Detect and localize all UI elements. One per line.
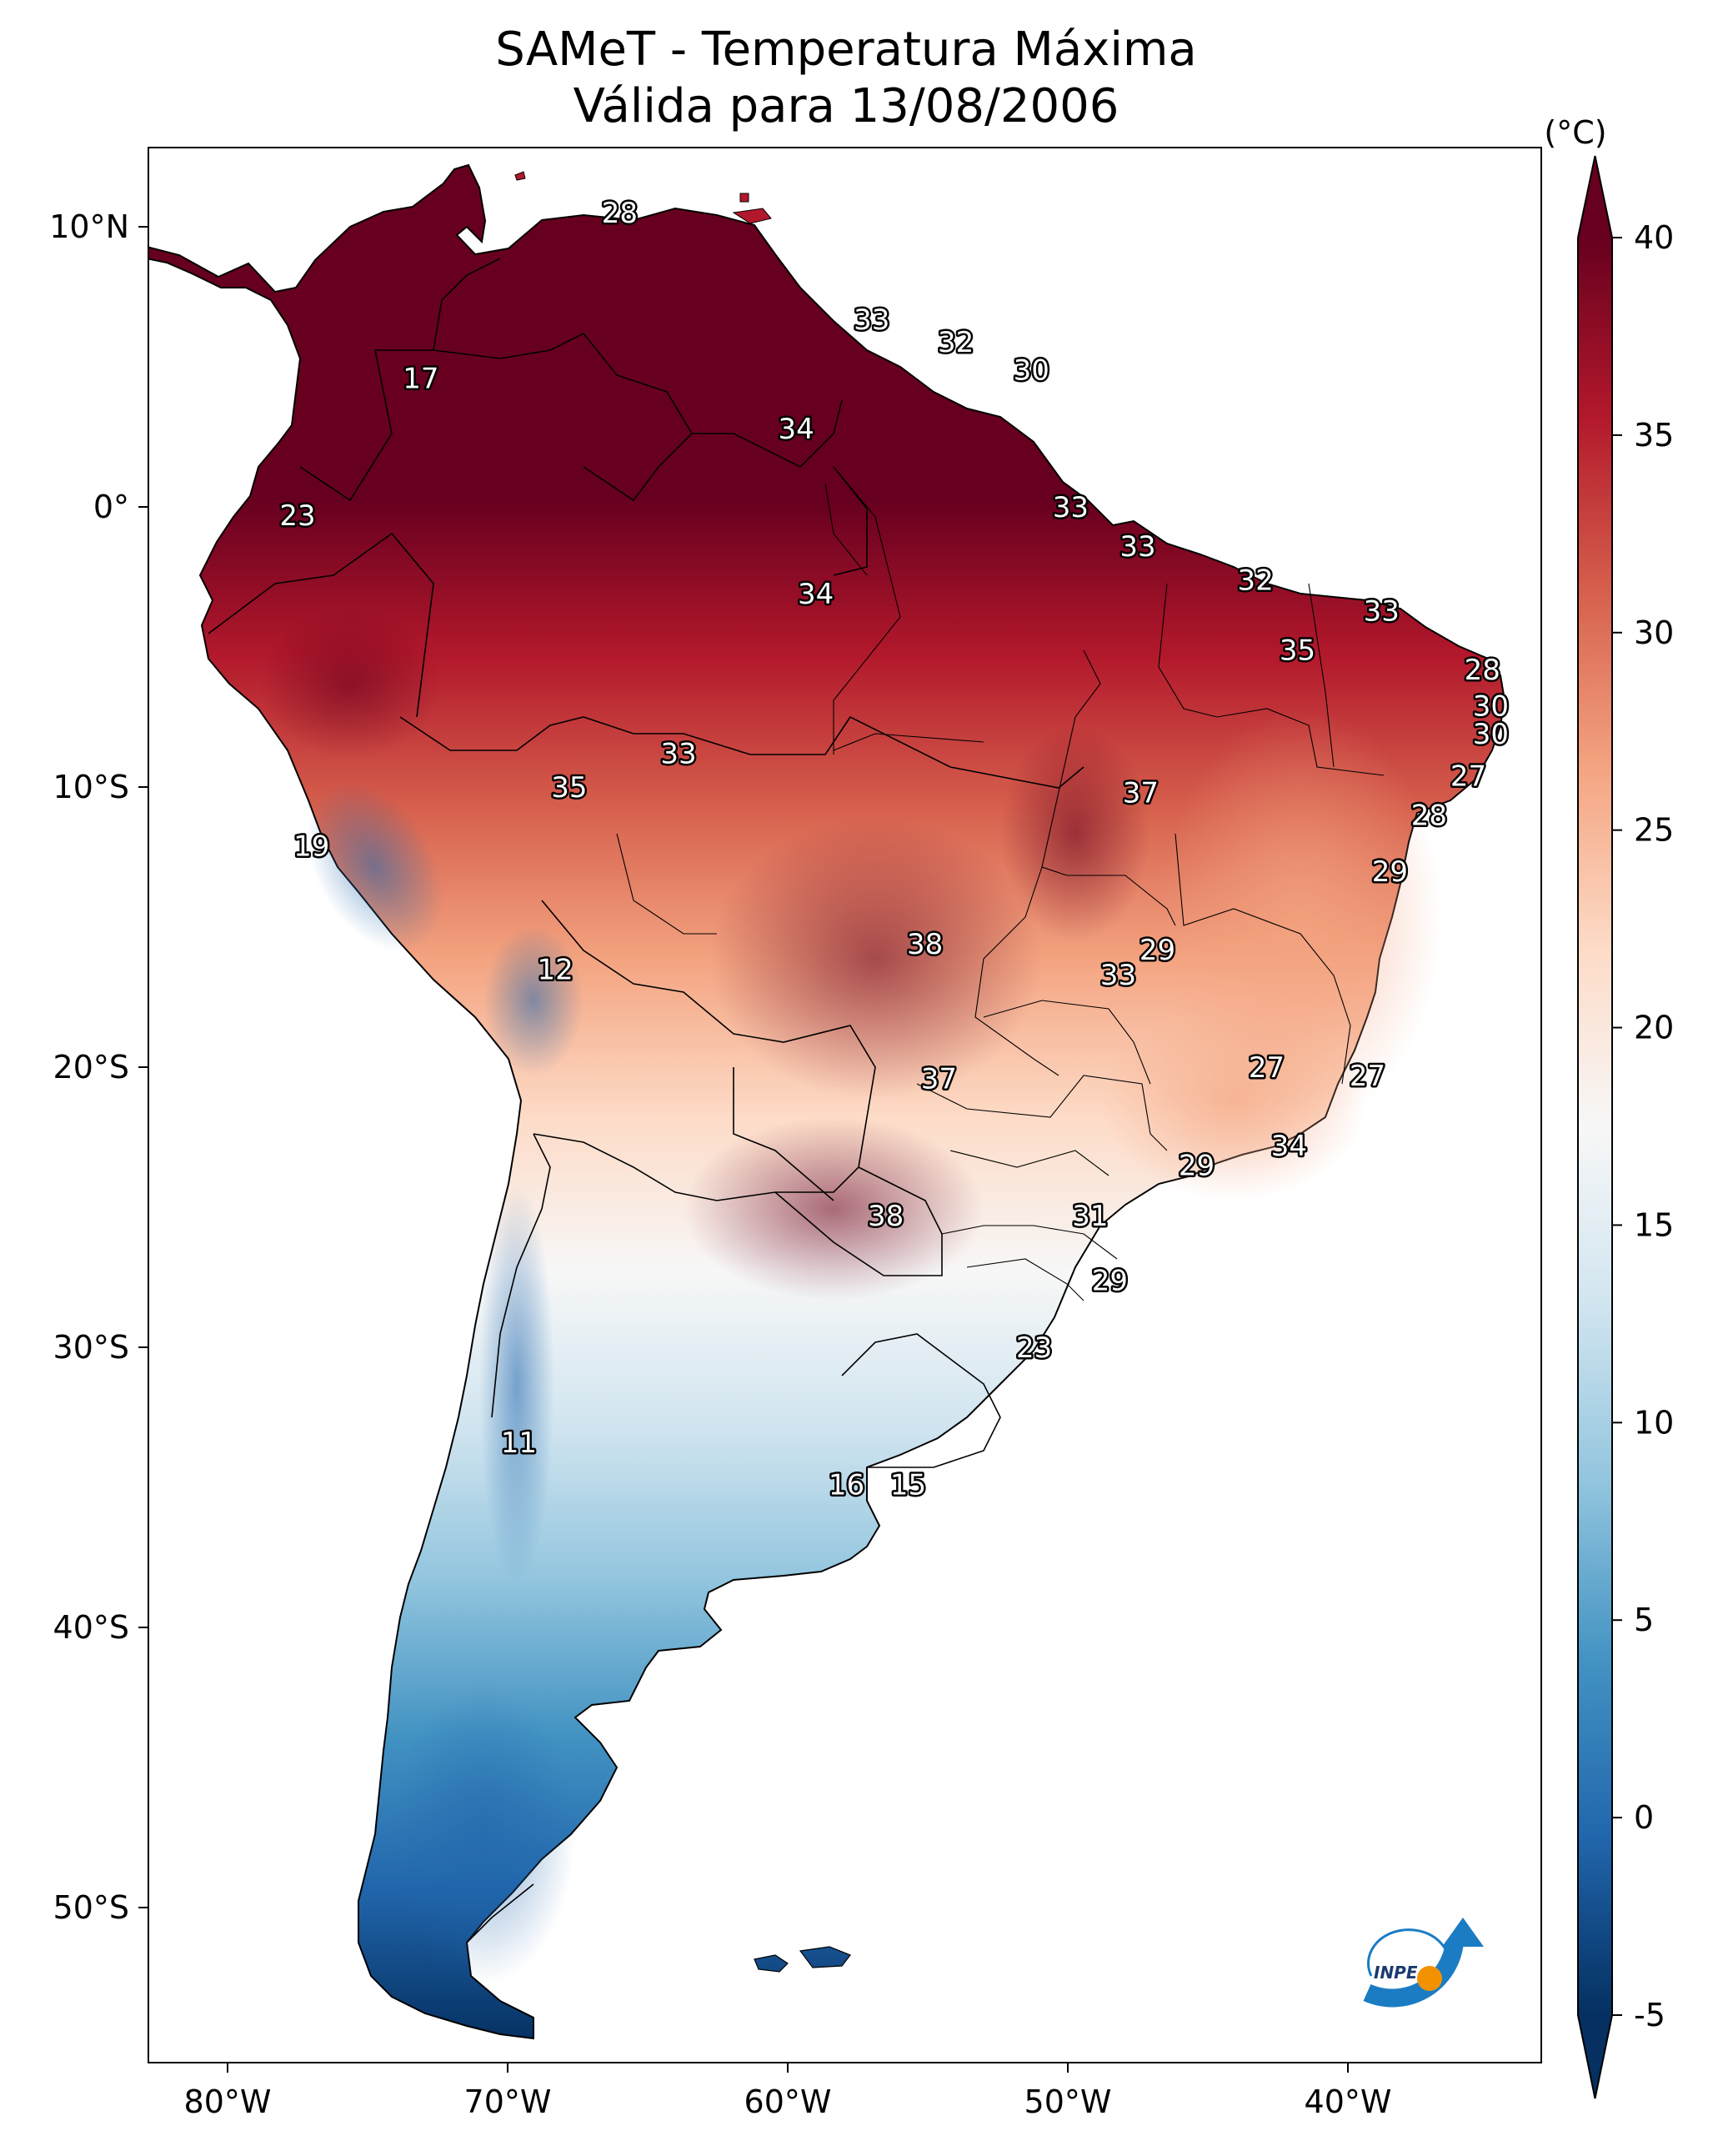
station-temperature-label: 15 (890, 1469, 926, 1502)
station-temperature-label: 33 (660, 738, 696, 771)
station-temperature-label: 33 (1053, 491, 1089, 524)
station-temperature-label: 33 (1100, 959, 1136, 992)
colorbar-body (1578, 238, 1612, 2015)
logo-text: INPE (1374, 1963, 1418, 1983)
map-frame (148, 147, 1542, 2063)
station-temperature-label: 34 (778, 413, 814, 446)
station-temperature-label: 16 (829, 1469, 864, 1502)
station-temperature-label: 11 (501, 1426, 537, 1460)
station-temperature-label: 27 (1450, 760, 1486, 794)
station-temperature-label: 33 (1364, 594, 1400, 628)
station-temperature-label: 37 (1123, 777, 1159, 810)
logo-orbit-icon (1367, 1928, 1448, 1977)
station-temperature-label: 28 (602, 197, 638, 230)
station-temperature-label: 32 (1237, 564, 1273, 597)
station-temperature-label: 27 (1249, 1051, 1285, 1085)
station-temperature-label: 30 (1473, 690, 1509, 724)
station-temperature-label: 29 (1179, 1150, 1215, 1183)
lon-label: 70°W (464, 2083, 552, 2120)
colorbar-tick-label: 35 (1634, 417, 1674, 454)
cold-zone-patagonia (392, 1684, 575, 1984)
station-temperature-label: 34 (798, 578, 834, 611)
logo-arrow-icon (1442, 1918, 1484, 1947)
colorbar-tick-label: 30 (1634, 614, 1674, 651)
station-temperature-label: 28 (1465, 654, 1500, 687)
lon-label: 80°W (184, 2083, 272, 2120)
latitude-axis: 10°N 0° 10°S 20°S 30°S 40°S 50°S (49, 208, 148, 1926)
lon-label: 50°W (1024, 2083, 1112, 2120)
station-temperature-label: 33 (1119, 530, 1155, 564)
lat-label: 30°S (53, 1329, 129, 1366)
map-title: SAMeT - Temperatura Máxima (495, 23, 1197, 77)
station-temperature-label: 35 (551, 771, 587, 805)
station-temperature-label: 32 (938, 326, 974, 359)
cold-zone-andes-north (307, 782, 443, 952)
station-temperature-label: 23 (279, 499, 315, 533)
lon-label: 40°W (1305, 2083, 1392, 2120)
station-temperature-label: 19 (293, 830, 329, 864)
logo-arc-icon (1363, 1941, 1464, 2008)
lat-label: 0° (93, 489, 129, 525)
station-temperature-label: 28 (1411, 800, 1447, 833)
inpe-logo: INPE (1363, 1918, 1484, 2008)
station-temperature-label: 29 (1092, 1264, 1128, 1297)
lat-label: 10°S (53, 769, 129, 805)
lat-label: 50°S (53, 1889, 129, 1926)
logo-sun-icon (1417, 1966, 1442, 1991)
station-temperature-label: 38 (907, 928, 943, 961)
hotspot-tocantins (1000, 725, 1150, 942)
hotspot-mato-grosso (709, 817, 1042, 1101)
colorbar-tick-label: 15 (1634, 1206, 1674, 1243)
station-temperature-label: 37 (921, 1062, 957, 1096)
map-subtitle: Válida para 13/08/2006 (573, 79, 1119, 133)
falkland-islands (754, 1946, 851, 1973)
colorbar-tick-label: 10 (1634, 1404, 1674, 1441)
colorbar-max-extension (1578, 156, 1612, 238)
colorbar-tick-label: 40 (1634, 219, 1674, 256)
lat-label: 40°S (53, 1609, 129, 1646)
colorbar-unit: (°C) (1544, 114, 1606, 151)
caribbean-islands (514, 171, 772, 224)
station-temperature-label: 31 (1072, 1200, 1108, 1233)
station-temperature-label: 33 (854, 303, 889, 337)
colorbar: (°C) 40 35 30 25 20 15 10 5 0 -5 (1544, 114, 1674, 2099)
state-borders (616, 466, 1385, 1301)
lat-label: 20°S (53, 1049, 129, 1086)
colorbar-tick-label: 5 (1634, 1602, 1654, 1638)
station-temperature-label: 30 (1014, 353, 1049, 387)
lat-label: 10°N (49, 208, 129, 245)
station-temperature-label: 17 (403, 362, 438, 395)
hotspot-chaco (684, 1117, 984, 1301)
colorbar-tick-label: -5 (1634, 1997, 1665, 2033)
lon-label: 60°W (744, 2083, 832, 2120)
station-temperature-label: 29 (1139, 934, 1175, 967)
hotspot-amazon-west (258, 609, 442, 759)
warm-zone-southeast (1100, 1000, 1367, 1201)
south-america-landmass (148, 163, 1506, 2040)
cold-zone-altiplano (483, 925, 584, 1075)
longitude-axis: 80°W 70°W 60°W 50°W 40°W (184, 2063, 1392, 2120)
colorbar-tick-label: 0 (1634, 1799, 1654, 1836)
station-temperature-label: 34 (1271, 1130, 1307, 1163)
colorbar-tick-label: 25 (1634, 812, 1674, 849)
station-temperature-label: 27 (1350, 1060, 1385, 1093)
station-temperature-label: 38 (868, 1200, 904, 1233)
station-temperature-label: 35 (1280, 634, 1315, 667)
cold-zone-andes-south (479, 1184, 554, 1584)
station-temperature-label: 30 (1473, 718, 1509, 751)
colorbar-min-extension (1578, 2015, 1612, 2098)
country-borders (208, 258, 1084, 1943)
station-temperature-label: 23 (1016, 1331, 1052, 1365)
station-temperature-label: 12 (537, 953, 573, 986)
colorbar-tick-label: 20 (1634, 1010, 1674, 1046)
station-temperature-label: 29 (1372, 855, 1408, 889)
colorbar-ticks: 40 35 30 25 20 15 10 5 0 -5 (1612, 219, 1674, 2033)
